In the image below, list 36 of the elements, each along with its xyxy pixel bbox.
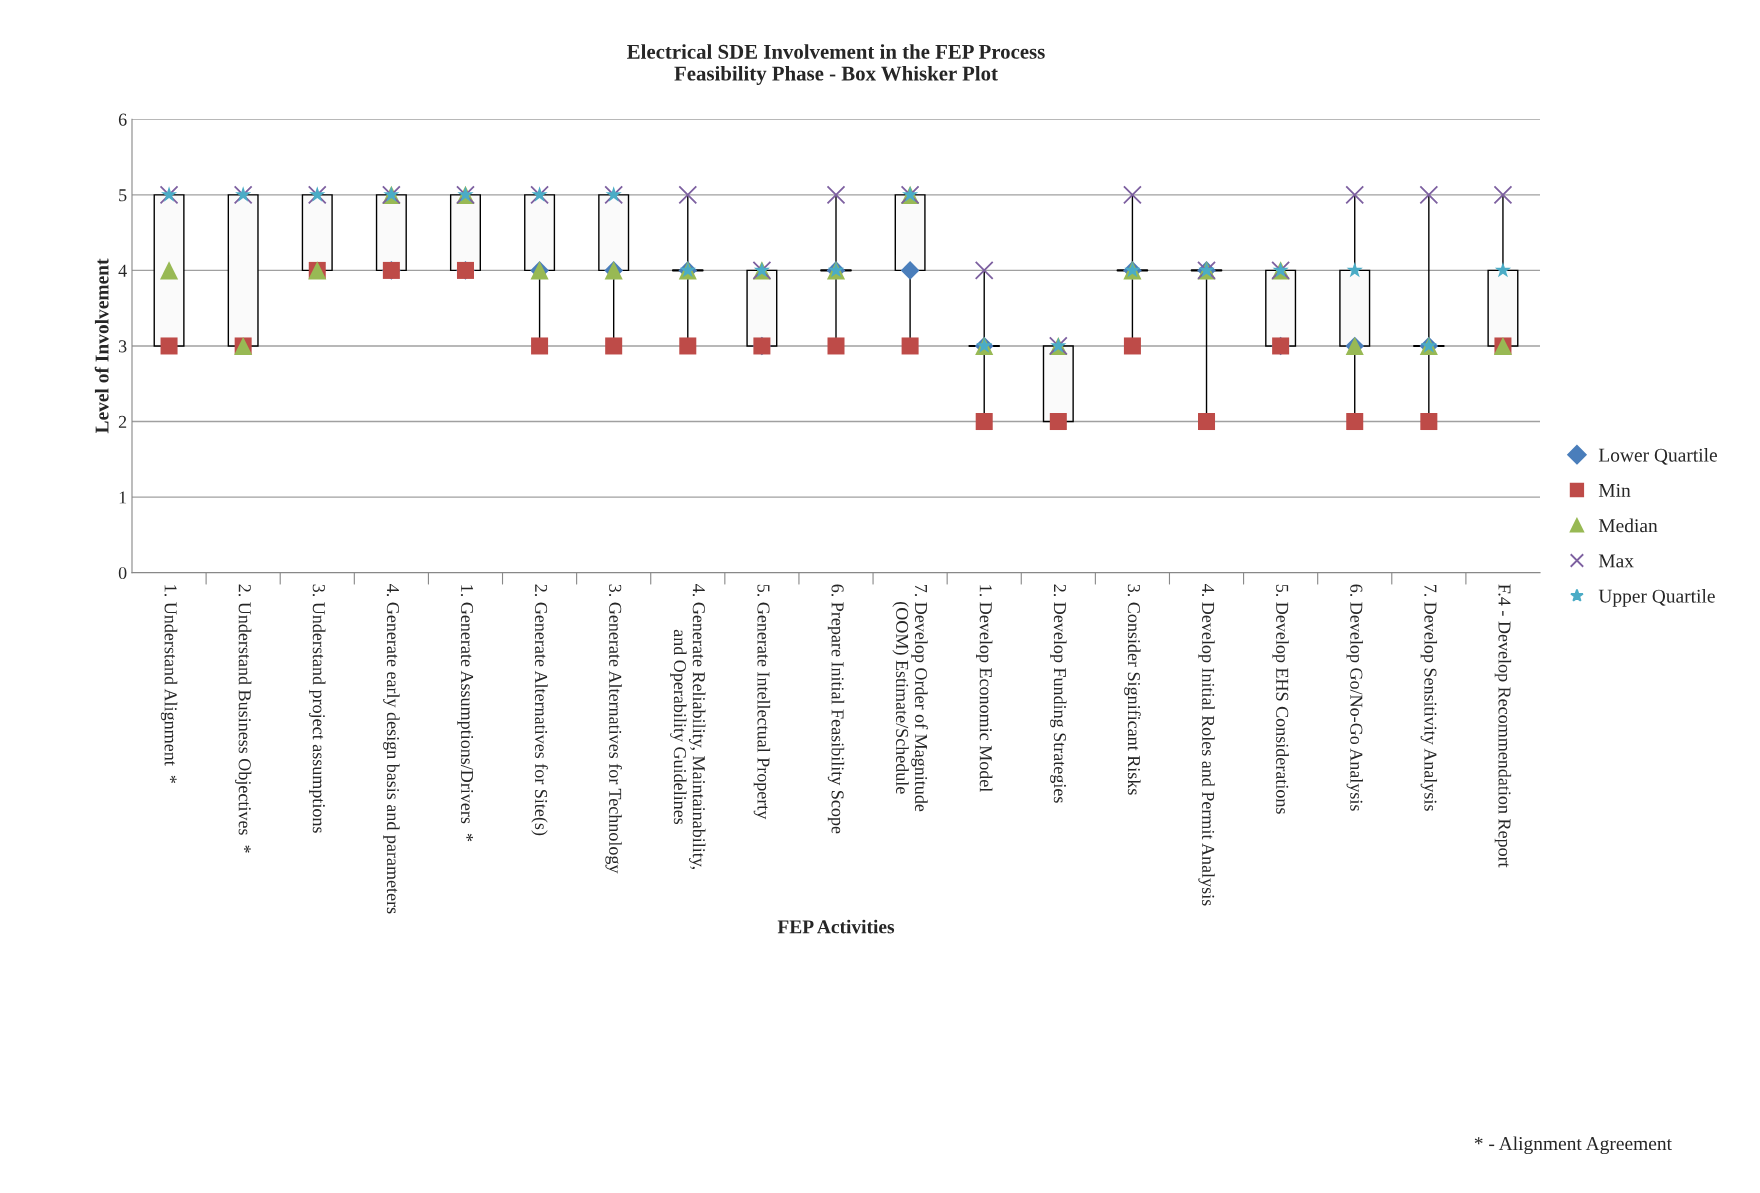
x-tick-label: 2. Generate Alternatives for Site(s) [531,584,548,836]
x-tick-label: 7. Develop Order of Magnitude (OOM) Estimate/Schedule [892,584,928,812]
legend-label: Median [1598,518,1658,533]
x-tick-label: 2. Develop Funding Strategies [1050,584,1067,803]
x-tick-label: 4. Generate early design basis and parameters [383,584,400,914]
x-tick-label: 4. Generate Reliability, Maintainability, and Operability Guidelines [670,584,706,870]
legend-label: Upper Quartile [1598,589,1715,607]
y-axis-title: Level of Involvement [94,258,109,434]
y-tick-label: 2 [118,415,127,428]
y-tick-label: 3 [118,340,127,353]
x-tick-label: 2. Understand Business Objectives * [234,584,252,853]
x-tick-label: 6. Prepare Initial Feasibility Scope [827,584,845,834]
legend-label: Min [1598,483,1631,497]
chart-subtitle: Feasibility Phase - Box Whisker Plot [674,65,998,85]
x-tick-label: 6. Develop Go/No-Go Analysis [1346,584,1363,811]
y-tick-label: 5 [119,189,127,202]
legend-label: Max [1598,554,1634,568]
x-tick-label: 1. Understand Alignment * [160,585,178,783]
x-tick-label: 3. Consider Significant Risks [1124,584,1141,795]
x-tick-label: 7. Develop Sensitivity Analysis [1420,584,1438,811]
x-tick-label: 1. Develop Economic Model [976,585,993,792]
x-tick-label: 5. Generate Intellectual Property [753,584,771,820]
legend-label: Lower Quartile [1598,448,1717,465]
y-tick-label: 0 [118,566,127,580]
x-axis-title: FEP Activities [777,919,895,934]
x-tick-label: 3. Generate Alternatives for Technology [605,584,622,874]
x-tick-label: 1. Generate Assumptions/Drivers * [457,585,474,842]
x-tick-label: 5. Develop EHS Considerations [1272,584,1289,814]
x-tick-label: F.4 - Develop Recommendation Report [1494,584,1512,868]
y-tick-label: 1 [119,491,127,504]
chart-title: Electrical SDE Involvement in the FEP Process [627,44,1045,59]
x-tick-label: 4. Develop Initial Roles and Permit Analysis [1198,584,1215,906]
y-tick-label: 6 [118,113,127,126]
y-tick-label: 4 [118,264,127,277]
text: * - Alignment Agreement [1474,1136,1672,1155]
x-tick-label: 3. Understand project assumptions [309,584,326,833]
